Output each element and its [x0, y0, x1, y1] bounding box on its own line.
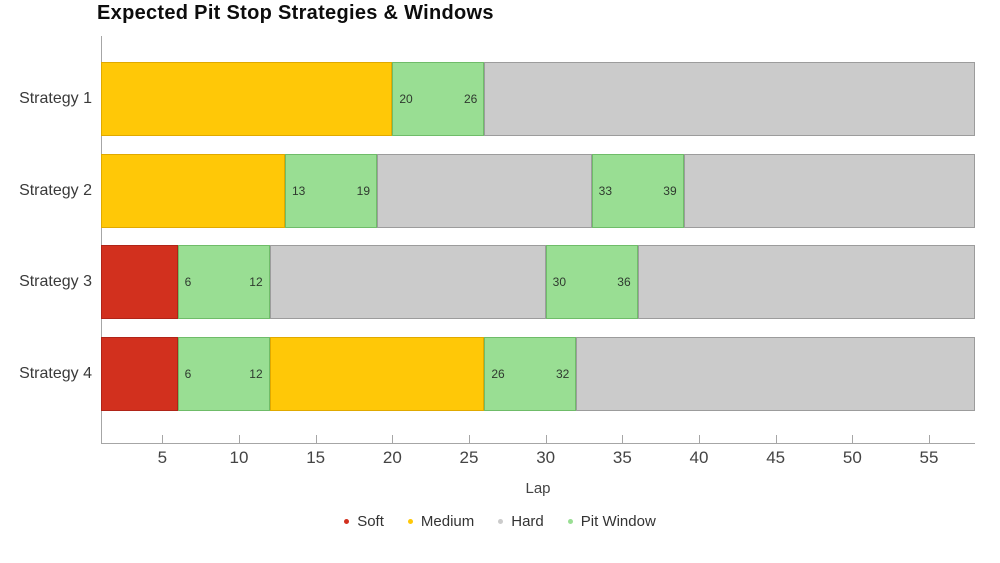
legend-label: Medium	[420, 513, 475, 530]
pit-window-start-lap: 26	[491, 366, 505, 381]
pit-window-start-lap: 6	[184, 366, 192, 381]
legend-item-soft[interactable]: Soft	[344, 513, 384, 530]
pit-window-start-lap: 33	[598, 183, 613, 198]
pit-window-start-lap: 30	[552, 275, 567, 289]
y-axis-category-label: Strategy 4	[19, 364, 92, 382]
bar-segment-pit-window[interactable]: 6 12	[177, 336, 270, 411]
legend-item-pit-window[interactable]: Pit Window	[567, 513, 656, 530]
bar-segment-hard[interactable]	[576, 336, 975, 411]
pit-window-end-lap: 39	[663, 183, 677, 198]
bar-segment-soft[interactable]	[101, 336, 178, 411]
x-tick-mark	[775, 435, 777, 443]
pit-window-start-lap: 20	[399, 92, 413, 106]
pit-window-end-lap: 12	[249, 275, 263, 289]
bar-segment-pit-window[interactable]: 26 32	[484, 336, 577, 411]
x-tick-label: 30	[536, 448, 556, 467]
pit-window-start-lap: 6	[184, 275, 192, 289]
bar-segment-hard[interactable]	[637, 245, 975, 319]
legend-color-dot	[567, 519, 573, 524]
strategy-row: Strategy 2 13 19 33 39	[0, 153, 1000, 228]
legend-item-medium[interactable]: Medium	[407, 513, 475, 530]
pit-window-end-lap: 32	[555, 366, 570, 381]
bar-segment-pit-window[interactable]: 13 19	[285, 153, 377, 228]
pit-window-end-lap: 26	[463, 92, 478, 106]
legend: Soft Medium Hard Pit Window	[0, 513, 1000, 530]
x-tick-label: 40	[689, 448, 709, 467]
x-tick-label: 15	[306, 448, 326, 467]
x-axis-line	[101, 443, 975, 444]
legend-color-dot	[344, 519, 350, 524]
bar-segment-pit-window[interactable]: 6 12	[177, 245, 270, 319]
x-tick-mark	[162, 435, 164, 443]
bar-segment-hard[interactable]	[484, 62, 975, 136]
x-tick-label: 20	[382, 448, 402, 467]
strategy-row: Strategy 3 6 12 30 36	[0, 245, 1000, 319]
chart-title: Expected Pit Stop Strategies & Windows	[97, 2, 494, 24]
x-tick-label: 55	[919, 448, 939, 467]
x-tick-label: 10	[229, 448, 249, 467]
strategy-row: Strategy 1 20 26	[0, 62, 1000, 136]
bar-segment-hard[interactable]	[377, 153, 592, 228]
pit-window-start-lap: 13	[292, 183, 306, 198]
legend-label: Hard	[511, 513, 544, 530]
x-tick-label: 50	[842, 448, 862, 467]
x-tick-label: 5	[157, 448, 168, 467]
strategy-row: Strategy 4 6 12 26 32	[0, 336, 1000, 411]
x-tick-mark	[929, 435, 930, 443]
legend-color-dot	[498, 519, 504, 524]
x-tick-mark	[545, 435, 547, 443]
x-axis-title: Lap	[525, 480, 551, 497]
x-tick-label: 35	[612, 448, 632, 467]
legend-item-hard[interactable]: Hard	[498, 513, 544, 530]
bar-segment-soft[interactable]	[101, 245, 178, 319]
x-tick-mark	[699, 435, 700, 443]
bar-segment-medium[interactable]	[269, 336, 485, 411]
x-tick-label: 25	[459, 448, 479, 467]
x-tick-mark	[622, 435, 624, 443]
y-axis-line	[101, 36, 102, 443]
bar-segment-pit-window[interactable]: 33 39	[591, 153, 684, 228]
bar-segment-medium[interactable]	[101, 62, 393, 136]
bar-segment-hard[interactable]	[683, 153, 975, 228]
bar-segment-pit-window[interactable]: 20 26	[392, 62, 485, 136]
y-axis-category-label: Strategy 3	[19, 273, 92, 290]
pit-window-end-lap: 12	[249, 366, 263, 381]
x-tick-mark	[392, 435, 394, 443]
bar-segment-medium[interactable]	[101, 153, 285, 228]
x-tick-mark	[315, 435, 317, 443]
x-tick-mark	[852, 435, 854, 443]
legend-color-dot	[407, 519, 413, 524]
y-axis-category-label: Strategy 1	[19, 90, 92, 107]
x-tick-mark	[239, 435, 240, 443]
legend-label: Soft	[357, 513, 384, 530]
legend-label: Pit Window	[580, 513, 656, 530]
x-tick-mark	[469, 435, 470, 443]
y-axis-category-label: Strategy 2	[19, 181, 92, 199]
bar-segment-hard[interactable]	[269, 245, 546, 319]
pit-window-end-lap: 36	[617, 275, 631, 289]
x-tick-label: 45	[766, 448, 786, 467]
pit-window-end-lap: 19	[356, 183, 370, 198]
bar-segment-pit-window[interactable]: 30 36	[545, 245, 638, 319]
